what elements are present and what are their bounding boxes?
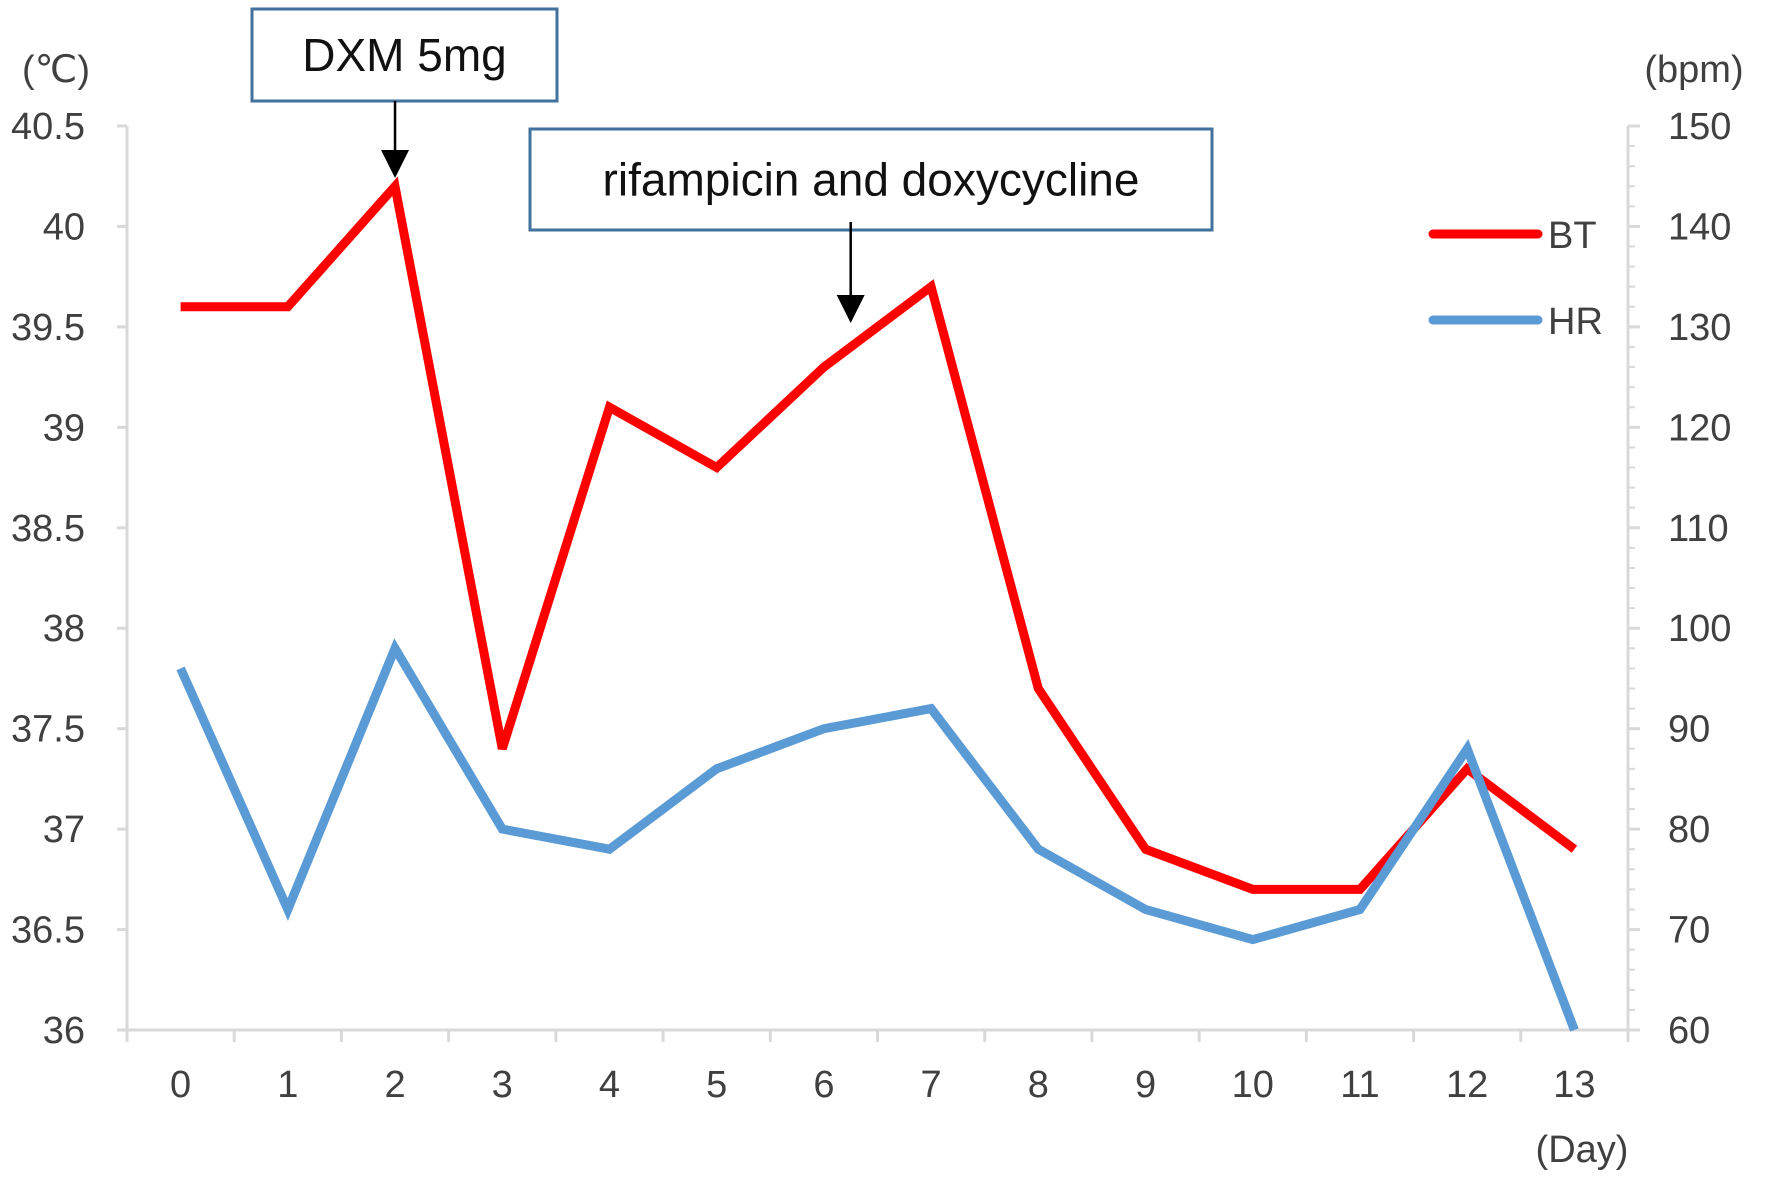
annotation-text: DXM 5mg [302, 29, 506, 81]
y-left-tick-label: 36 [43, 1010, 85, 1052]
y-right-unit-label: (bpm) [1644, 49, 1743, 91]
x-tick-label: 11 [1340, 1064, 1379, 1106]
x-tick-label: 3 [492, 1064, 513, 1106]
y-right-tick-label: 70 [1668, 910, 1710, 952]
annotation-text: rifampicin and doxycycline [603, 154, 1140, 206]
y-left-tick-label: 37 [43, 809, 85, 851]
y-right-tick-label: 110 [1668, 508, 1729, 550]
y-left-tick-label: 37.5 [11, 709, 85, 751]
annotations: DXM 5mg rifampicin and doxycycline [250, 7, 1214, 323]
y-right-tick-label: 60 [1668, 1010, 1710, 1052]
x-tick-label: 10 [1232, 1064, 1274, 1106]
y-right-tick-label: 140 [1668, 206, 1731, 248]
y-left-tick-label: 39 [43, 407, 85, 449]
x-tick-label: 9 [1135, 1064, 1156, 1106]
legend: BT HR [1428, 215, 1603, 343]
annotation-box [250, 7, 559, 103]
x-tick-label: 8 [1028, 1064, 1049, 1106]
axes: 40.54039.53938.53837.53736.5361501401301… [11, 49, 1744, 1171]
annotation-arrow-head [381, 150, 410, 178]
x-unit-label: (Day) [1536, 1129, 1629, 1171]
series-line-hr [176, 638, 1579, 1032]
y-right-tick-label: 120 [1668, 407, 1731, 449]
x-tick-label: 2 [384, 1064, 405, 1106]
x-tick-label: 0 [170, 1064, 191, 1106]
legend-label-bt: BT [1548, 215, 1597, 257]
y-left-tick-label: 39.5 [11, 307, 85, 349]
y-right-tick-label: 150 [1668, 106, 1731, 148]
x-tick-label: 12 [1446, 1064, 1488, 1106]
y-left-tick-label: 38.5 [11, 508, 85, 550]
x-tick-label: 7 [921, 1064, 942, 1106]
x-tick-label: 1 [277, 1064, 298, 1106]
x-tick-label: 13 [1553, 1064, 1595, 1106]
y-right-tick-label: 90 [1668, 709, 1710, 751]
series-layer [176, 176, 1579, 1032]
x-tick-label: 5 [706, 1064, 727, 1106]
y-right-tick-label: 100 [1668, 608, 1731, 650]
y-left-tick-label: 38 [43, 608, 85, 650]
x-tick-label: 6 [813, 1064, 834, 1106]
x-tick-label: 4 [599, 1064, 620, 1106]
y-right-tick-label: 80 [1668, 809, 1710, 851]
legend-label-hr: HR [1548, 301, 1603, 343]
y-left-tick-label: 40 [43, 206, 85, 248]
series-line-bt [180, 176, 1578, 894]
annotation-arrow-head [836, 295, 865, 323]
y-left-tick-label: 40.5 [11, 106, 85, 148]
y-left-unit-label: (℃) [22, 49, 90, 91]
y-left-tick-label: 36.5 [11, 910, 85, 952]
annotation-box [528, 127, 1214, 232]
y-right-tick-label: 130 [1668, 307, 1731, 349]
